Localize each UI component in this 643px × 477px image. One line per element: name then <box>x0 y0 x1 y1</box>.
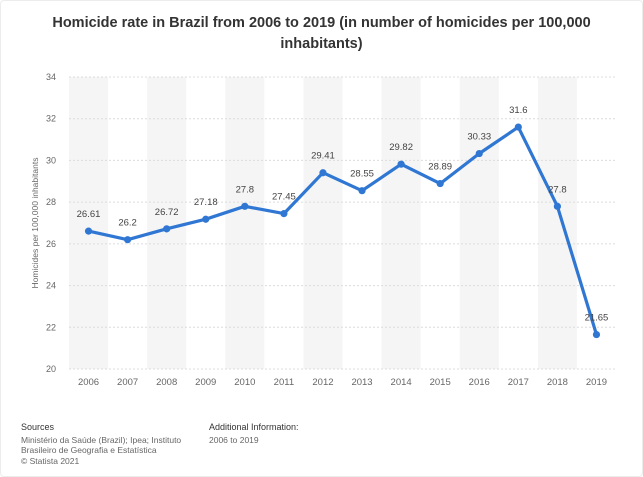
data-point <box>592 330 601 339</box>
line-chart: 20 22 24 26 28 30 32 34 2006 2007 2008 2009 2010 2011… <box>30 72 616 388</box>
x-tick-label: 2011 <box>274 377 294 388</box>
y-tick-label: 32 <box>46 114 56 124</box>
data-point <box>358 187 366 195</box>
data-point <box>436 179 444 188</box>
column-band <box>459 77 499 369</box>
y-tick-label: 34 <box>46 72 56 82</box>
additional-info-text: 2006 to 2019 <box>209 434 259 445</box>
sources-line-1: Ministério da Saúde (Brazil); Ipea; Inst… <box>21 434 182 445</box>
data-label: 28.55 <box>350 169 374 180</box>
column-band <box>381 77 421 369</box>
data-label: 31.6 <box>509 105 528 116</box>
data-point <box>124 236 132 244</box>
data-point <box>514 123 522 131</box>
x-tick-label: 2018 <box>547 377 568 388</box>
column-band <box>69 77 109 369</box>
column-band <box>537 77 577 369</box>
y-tick-label: 22 <box>46 322 56 332</box>
data-label: 26.61 <box>77 209 101 220</box>
data-point <box>475 149 483 158</box>
x-tick-label: 2010 <box>234 377 255 388</box>
x-tick-label: 2016 <box>469 377 490 388</box>
additional-info-heading: Additional Information: <box>209 422 299 432</box>
x-tick-label: 2017 <box>508 377 529 388</box>
copyright: © Statista 2021 <box>21 455 80 466</box>
x-tick-label: 2014 <box>391 377 412 388</box>
y-tick-label: 30 <box>46 155 56 165</box>
x-tick-label: 2013 <box>351 377 372 388</box>
sources-block: Sources Ministério da Saúde (Brazil); Ip… <box>21 422 191 466</box>
sources-heading: Sources <box>21 422 55 432</box>
x-tick-label: 2007 <box>117 377 138 388</box>
x-tick-label: 2008 <box>156 377 177 388</box>
x-tick-label: 2015 <box>430 377 451 388</box>
data-point <box>202 215 210 223</box>
data-label: 21.65 <box>585 313 609 324</box>
y-tick-label: 24 <box>46 281 56 291</box>
data-point <box>397 160 405 168</box>
x-tick-label: 2012 <box>312 377 333 388</box>
data-point <box>163 225 171 233</box>
data-point <box>241 202 249 210</box>
data-label: 27.8 <box>236 184 255 195</box>
column-band <box>225 77 265 369</box>
x-tick-label: 2019 <box>586 377 607 388</box>
x-tick-label: 2006 <box>78 377 99 388</box>
additional-info-block: Additional Information: 2006 to 2019 <box>209 422 389 445</box>
data-label: 27.18 <box>194 197 218 208</box>
data-label: 26.2 <box>118 218 137 229</box>
x-tick-label: 2009 <box>195 377 216 388</box>
data-label: 26.72 <box>155 207 179 218</box>
data-label: 30.33 <box>467 132 491 143</box>
data-label: 29.82 <box>389 142 413 153</box>
column-band <box>147 77 187 369</box>
y-tick-label: 20 <box>46 364 56 374</box>
data-point <box>84 227 93 235</box>
data-label: 27.8 <box>548 184 567 195</box>
chart-title: Homicide rate in Brazil from 2006 to 201… <box>52 15 591 52</box>
data-label: 28.89 <box>428 162 452 173</box>
data-label: 27.45 <box>272 192 296 203</box>
column-band <box>303 77 343 369</box>
data-label: 29.41 <box>311 151 335 162</box>
y-tick-label: 26 <box>46 239 56 249</box>
y-axis-label: Homicides per 100,000 inhabitants <box>30 158 40 289</box>
data-point <box>280 210 288 218</box>
data-point <box>319 169 327 177</box>
data-point <box>553 202 561 210</box>
series-line <box>86 125 599 337</box>
y-tick-label: 28 <box>46 197 56 207</box>
sources-line-2: Brasileiro de Geografia e Estatística <box>21 445 157 455</box>
